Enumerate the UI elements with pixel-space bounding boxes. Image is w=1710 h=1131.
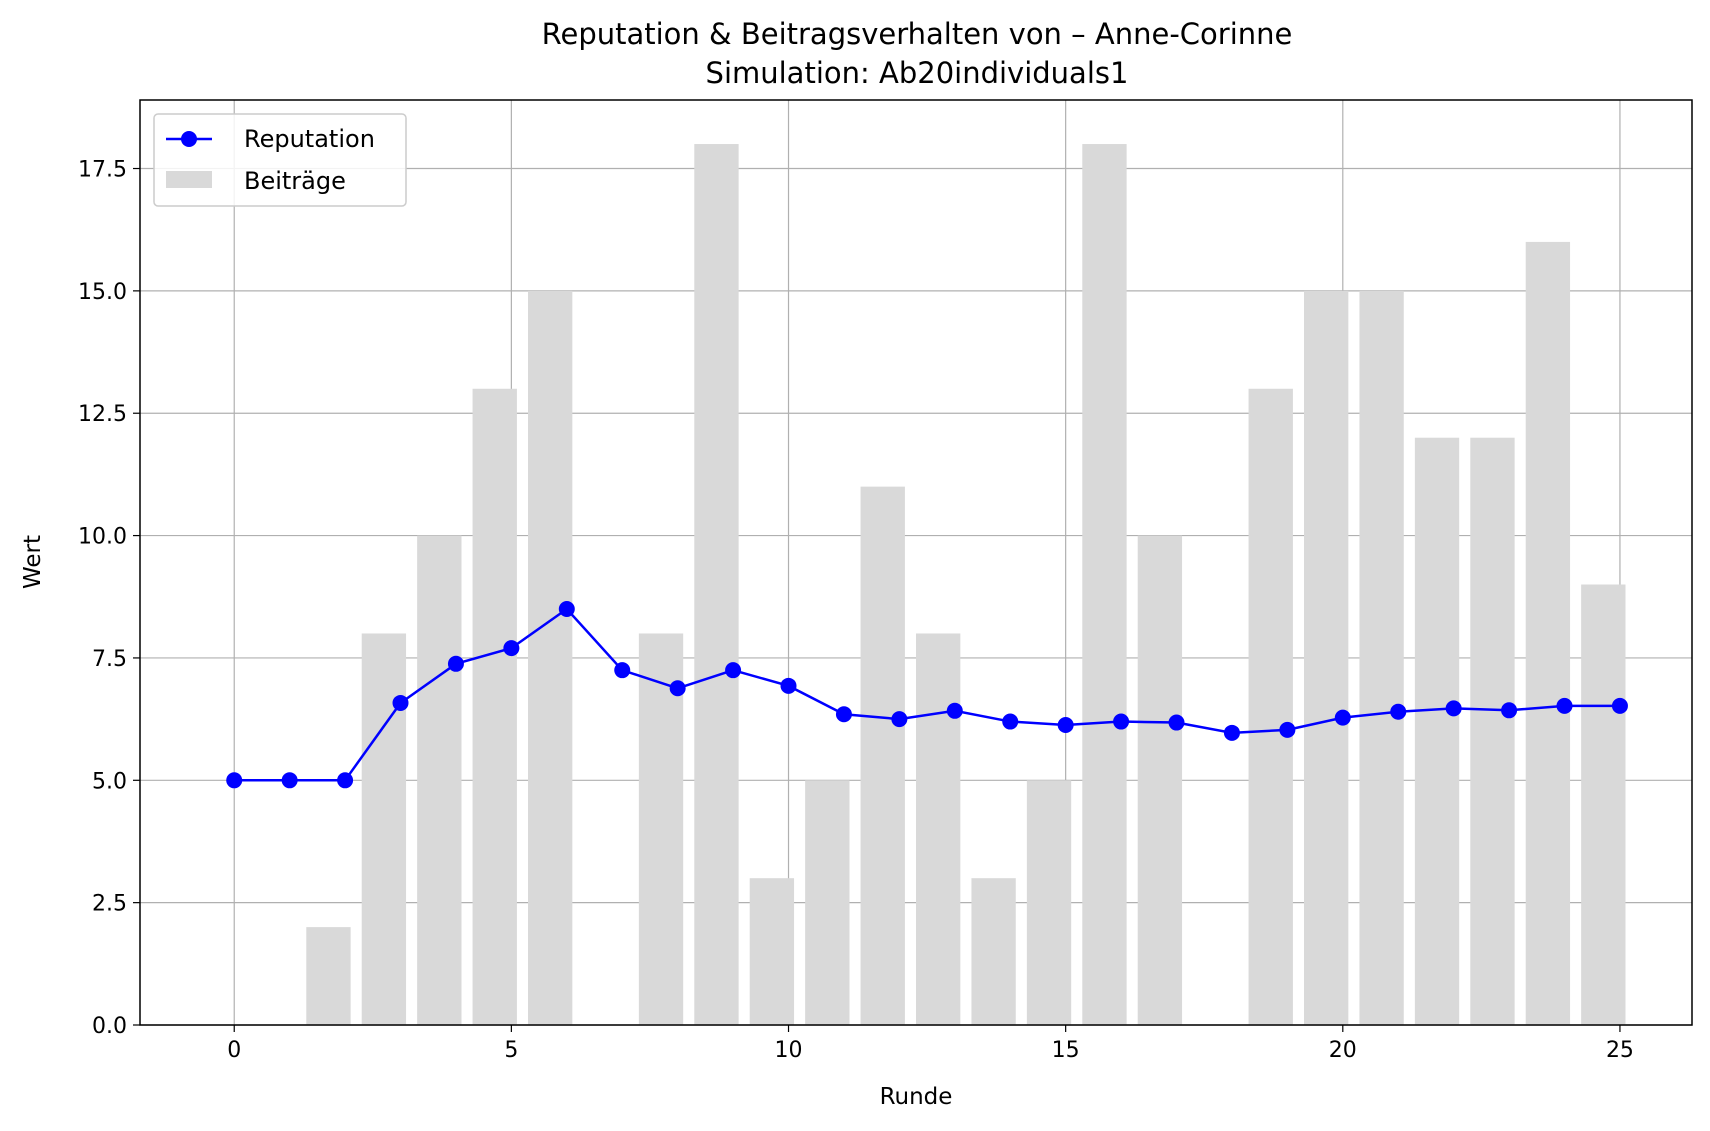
y-tick-label: 12.5 (78, 402, 127, 427)
bar-beitraege (306, 927, 351, 1025)
chart-title: Reputation & Beitragsverhalten von – Ann… (542, 17, 1293, 51)
bar-beitraege (1414, 437, 1460, 1025)
reputation-point (558, 600, 575, 617)
reputation-point (337, 772, 354, 789)
bar-beitraege (1470, 437, 1515, 1025)
reputation-point (1556, 697, 1573, 714)
bar-beitraege (417, 535, 462, 1025)
reputation-point (281, 772, 298, 789)
chart-subtitle: Simulation: Ab20individuals1 (706, 56, 1129, 90)
y-tick-label: 0.0 (92, 1014, 127, 1039)
legend: Reputation Beiträge (153, 113, 407, 207)
reputation-line (234, 607, 1620, 782)
reputation-point (1445, 700, 1462, 717)
reputation-point (725, 662, 742, 679)
reputation-point (1223, 724, 1240, 741)
bar-beitraege (860, 486, 905, 1025)
bar-beitraege (749, 878, 795, 1025)
reputation-point (1390, 703, 1407, 720)
reputation-point (226, 772, 243, 789)
reputation-point (835, 706, 852, 723)
bar-beitraege (1304, 290, 1349, 1025)
x-tick-label: 20 (1329, 1038, 1357, 1063)
y-tick-label: 10.0 (78, 525, 127, 550)
y-tick-label: 17.5 (78, 158, 127, 183)
reputation-point (1168, 714, 1185, 731)
bar-beitraege (1137, 535, 1183, 1025)
reputation-point (946, 702, 963, 719)
reputation-point (1279, 721, 1296, 738)
y-tick-label: 7.5 (92, 647, 127, 672)
bar-series-beitraege (306, 144, 1626, 1026)
reputation-point (1113, 713, 1130, 730)
reputation-point (392, 694, 409, 711)
bar-beitraege (694, 144, 739, 1026)
reputation-point (669, 680, 686, 697)
reputation-point (447, 655, 464, 672)
bar-beitraege (971, 878, 1016, 1025)
bar-beitraege (1525, 241, 1571, 1025)
reputation-point (1501, 702, 1518, 719)
bar-beitraege (638, 633, 684, 1025)
bar-beitraege (916, 633, 961, 1025)
reputation-point (780, 677, 797, 694)
reputation-point (1002, 713, 1019, 730)
bar-beitraege (1248, 388, 1293, 1026)
plot-frame (139, 99, 1693, 1026)
x-tick-label: 0 (227, 1038, 241, 1063)
reputation-point (1057, 716, 1074, 733)
x-tick-label: 5 (504, 1038, 518, 1063)
x-tick-label: 10 (775, 1038, 803, 1063)
reputation-point (1611, 697, 1628, 714)
line-series-reputation (226, 600, 1628, 789)
x-tick-label: 25 (1606, 1038, 1634, 1063)
bar-beitraege (472, 388, 517, 1026)
bar-beitraege (528, 290, 573, 1025)
legend-label-reputation: Reputation (244, 125, 375, 153)
reputation-point (1334, 709, 1351, 726)
x-axis-label: Runde (880, 1084, 953, 1110)
bar-beitraege (1359, 290, 1404, 1025)
y-axis-label: Wert (20, 535, 46, 589)
x-tick-label: 15 (1052, 1038, 1080, 1063)
y-tick-label: 2.5 (92, 892, 127, 917)
y-tick-label: 5.0 (92, 769, 127, 794)
y-axis-ticks: 0.0 2.5 5.0 7.5 10.0 12.5 15.0 17.5 (78, 158, 140, 1039)
bar-beitraege (1082, 144, 1127, 1026)
bar-beitraege (361, 633, 407, 1025)
legend-box (153, 113, 407, 207)
legend-marker-swatch (181, 131, 197, 147)
y-tick-label: 15.0 (78, 280, 127, 305)
reputation-point (891, 711, 908, 728)
legend-bar-swatch (166, 171, 212, 188)
reputation-point (503, 640, 520, 657)
legend-label-beitraege: Beiträge (244, 167, 346, 195)
bar-beitraege (805, 780, 850, 1025)
bar-beitraege (1026, 780, 1072, 1025)
bar-beitraege (1581, 584, 1626, 1025)
reputation-point (614, 662, 631, 679)
x-axis-ticks: 0 5 10 15 20 25 (227, 1025, 1634, 1063)
